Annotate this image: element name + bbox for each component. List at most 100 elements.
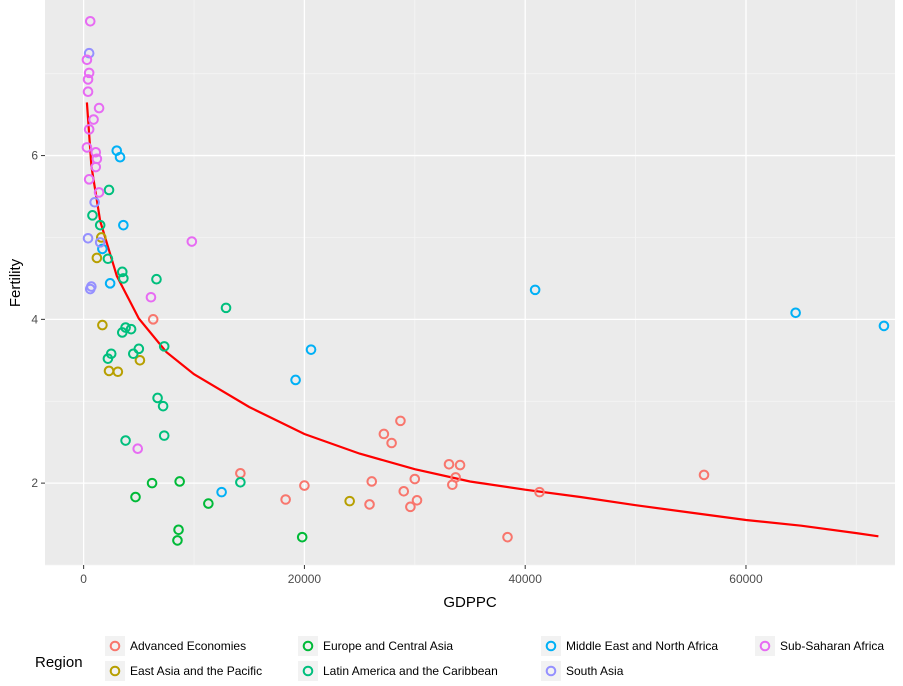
point-sub-saharan-africa [186,236,198,247]
point-latin-america-and-the-caribbean [157,400,169,412]
point-sub-saharan-africa [93,187,105,198]
point-advanced-economies [454,459,466,471]
point-south-asia [84,283,96,295]
legend-label-advanced-economies: Advanced Economies [130,639,246,653]
point-middle-east-and-north-africa [97,243,108,255]
point-latin-america-and-the-caribbean [133,343,145,355]
point-europe-and-central-asia [130,491,141,503]
point-south-asia [82,232,94,244]
point-europe-and-central-asia [174,476,185,487]
point-sub-saharan-africa [83,174,95,185]
legend-key-middle-east-and-north-africa [545,640,557,652]
point-europe-and-central-asia [146,477,158,489]
point-latin-america-and-the-caribbean [220,302,232,314]
point-south-asia [94,237,106,248]
point-advanced-economies [443,458,455,470]
x-tick-label: 60000 [729,572,763,586]
point-latin-america-and-the-caribbean [116,266,128,278]
legend-label-east-asia-and-the-pacific: East Asia and the Pacific [130,664,262,678]
y-tick-label: 2 [31,476,38,490]
legend-key-bg [298,661,318,681]
y-axis: 2 4 6 [31,149,45,490]
legend-title: Region [35,654,83,671]
point-advanced-economies [299,480,310,491]
legend-key-bg [541,661,561,681]
point-sub-saharan-africa [82,74,94,85]
legend-label-europe-and-central-asia: Europe and Central Asia [323,639,453,653]
point-middle-east-and-north-africa [104,278,116,289]
x-tick-label: 40000 [509,572,543,586]
point-east-asia-and-the-pacific [134,354,146,366]
legend-label-middle-east-and-north-africa: Middle East and North Africa [566,639,718,653]
point-sub-saharan-africa [84,15,96,27]
legend-label-sub-saharan-africa: Sub-Saharan Africa [780,639,884,653]
legend-label-latin-america-and-the-caribbean: Latin America and the Caribbean [323,664,498,678]
point-advanced-economies [409,473,421,485]
point-advanced-economies [398,486,410,497]
point-advanced-economies [378,428,390,440]
point-sub-saharan-africa [93,102,105,114]
x-axis-title: GDPPC [443,594,497,611]
point-south-asia [89,196,100,208]
point-middle-east-and-north-africa [305,344,317,355]
point-east-asia-and-the-pacific [344,495,355,507]
point-sub-saharan-africa [83,124,95,135]
point-europe-and-central-asia [203,498,214,509]
point-latin-america-and-the-caribbean [118,273,129,284]
point-advanced-economies [386,437,397,449]
grid-major [45,0,895,565]
legend-key-bg [298,636,318,656]
point-advanced-economies [280,494,291,505]
point-advanced-economies [450,472,461,483]
point-middle-east-and-north-africa [878,320,890,332]
legend-key-bg [105,661,125,681]
point-sub-saharan-africa [81,142,93,153]
point-advanced-economies [366,476,378,487]
point-latin-america-and-the-caribbean [158,341,170,352]
point-middle-east-and-north-africa [290,374,301,386]
point-advanced-economies [502,531,513,543]
point-europe-and-central-asia [296,531,308,543]
legend-key-bg [105,636,125,656]
point-latin-america-and-the-caribbean [94,219,106,231]
point-east-asia-and-the-pacific [112,366,124,378]
point-middle-east-and-north-africa [118,219,129,231]
legend-key-bg [541,636,561,656]
point-latin-america-and-the-caribbean [152,392,163,404]
point-sub-saharan-africa [145,291,157,303]
legend-key-latin-america-and-the-caribbean [302,665,314,677]
trend-line-layer [85,102,879,538]
point-advanced-economies [395,415,406,427]
x-tick-label: 0 [80,572,87,586]
point-east-asia-and-the-pacific [95,232,107,243]
legend-key-sub-saharan-africa [759,640,771,652]
point-middle-east-and-north-africa [216,486,227,498]
point-sub-saharan-africa [90,161,102,173]
point-sub-saharan-africa [132,443,144,455]
point-advanced-economies [364,499,375,510]
point-latin-america-and-the-caribbean [158,430,170,441]
point-europe-and-central-asia [173,524,184,536]
trend-line [85,102,879,538]
point-advanced-economies [405,501,416,513]
plot-panel [45,0,895,565]
point-east-asia-and-the-pacific [97,319,108,331]
legend-key-east-asia-and-the-pacific [109,665,121,677]
point-sub-saharan-africa [82,86,94,98]
points-layer [81,15,890,546]
point-latin-america-and-the-caribbean [120,435,131,446]
point-south-asia [83,47,95,59]
point-east-asia-and-the-pacific [91,252,103,264]
point-europe-and-central-asia [172,535,183,546]
point-advanced-economies [698,469,710,481]
point-latin-america-and-the-caribbean [102,253,114,265]
point-latin-america-and-the-caribbean [125,323,137,335]
legend-label-south-asia: South Asia [566,664,624,678]
legend-key-south-asia [545,665,557,677]
point-latin-america-and-the-caribbean [151,273,162,285]
legend-key-europe-and-central-asia [302,640,314,652]
x-tick-label: 20000 [288,572,322,586]
y-tick-label: 4 [31,312,38,326]
